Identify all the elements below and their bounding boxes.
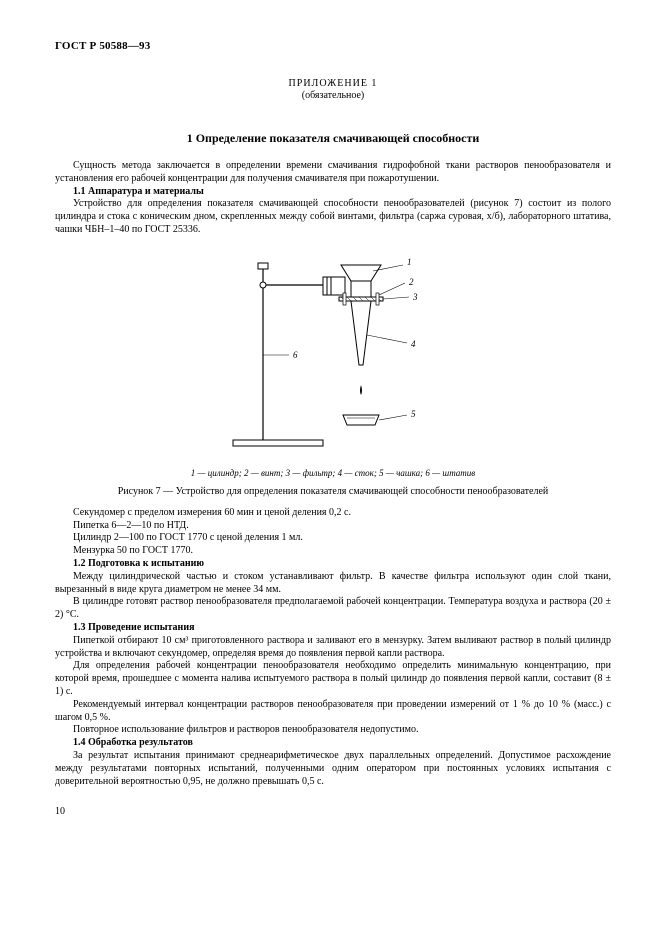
figure-caption: Рисунок 7 — Устройство для определения п… [55, 486, 611, 497]
para-list-2: Пипетка 6—2—10 по НТД. [55, 520, 611, 533]
annex-subtitle: (обязательное) [55, 90, 611, 101]
para-1-3-c: Рекомендуемый интервал концентрации раст… [55, 699, 611, 725]
para-1-2-b: В цилиндре готовят раствор пенообразоват… [55, 596, 611, 622]
fig-label-5: 5 [411, 409, 416, 419]
figure-legend: 1 — цилиндр; 2 — винт; 3 — фильтр; 4 — с… [55, 468, 611, 478]
fig-label-1: 1 [407, 257, 412, 267]
section-title: 1 Определение показателя смачивающей спо… [55, 131, 611, 146]
fig-label-3: 3 [412, 292, 418, 302]
heading-1-3: 1.3 Проведение испытания [55, 622, 611, 635]
para-1-2-a: Между цилиндрической частью и стоком уст… [55, 571, 611, 597]
para-intro: Сущность метода заключается в определени… [55, 160, 611, 186]
para-list-1: Секундомер с пределом измерения 60 мин и… [55, 507, 611, 520]
para-list-3: Цилиндр 2—100 по ГОСТ 1770 с ценой делен… [55, 532, 611, 545]
page: ГОСТ Р 50588—93 ПРИЛОЖЕНИЕ 1 (обязательн… [0, 0, 661, 936]
page-number: 10 [55, 806, 611, 817]
annex-title: ПРИЛОЖЕНИЕ 1 [55, 78, 611, 89]
fig-label-4: 4 [411, 339, 416, 349]
figure-7-svg: 1 2 3 4 5 6 [203, 245, 463, 455]
figure-7: 1 2 3 4 5 6 [55, 245, 611, 460]
heading-1-1: 1.1 Аппаратура и материалы [55, 186, 611, 199]
document-code: ГОСТ Р 50588—93 [55, 40, 611, 52]
para-list-4: Мензурка 50 по ГОСТ 1770. [55, 545, 611, 558]
para-1-3-d: Повторное использование фильтров и раств… [55, 724, 611, 737]
para-1-3-a: Пипеткой отбирают 10 см³ приготовленного… [55, 635, 611, 661]
para-1-3-b: Для определения рабочей концентрации пен… [55, 660, 611, 698]
heading-1-4: 1.4 Обработка результатов [55, 737, 611, 750]
para-1-1-a: Устройство для определения показателя см… [55, 198, 611, 236]
heading-1-2: 1.2 Подготовка к испытанию [55, 558, 611, 571]
fig-label-6: 6 [293, 350, 298, 360]
para-1-4-a: За результат испытания принимают среднеа… [55, 750, 611, 788]
fig-label-2: 2 [409, 277, 414, 287]
